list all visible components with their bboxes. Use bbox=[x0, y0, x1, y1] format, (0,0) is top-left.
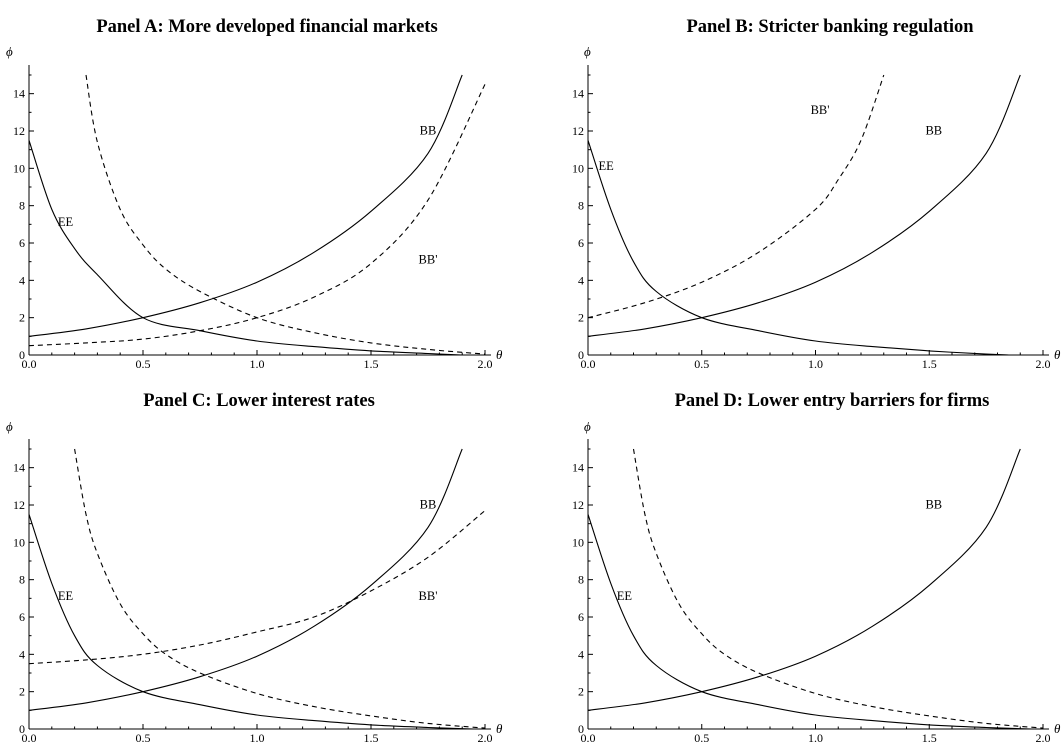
panel-d-bb-curve bbox=[587, 448, 1021, 711]
panel-d-x-tick-label: 0.0 bbox=[581, 731, 596, 745]
panel-b-y-tick-label: 4 bbox=[578, 273, 584, 287]
panel-d-y-tick-label: 4 bbox=[578, 647, 584, 661]
panel-c-ylabel: ϕ bbox=[6, 419, 13, 434]
panel-a-x-tick-label: 1.0 bbox=[250, 357, 265, 371]
panel-a-x-tick-label: 0.0 bbox=[22, 357, 37, 371]
panel-a-curve-label: BB' bbox=[419, 253, 438, 267]
panel-c-plot: 0.0 0.5 1.0 1.5 2.0 0 2 4 6 8 10 12 14 θ EE BB BB' bbox=[13, 439, 503, 745]
panel-b-x-tick-label: 2.0 bbox=[1036, 357, 1051, 371]
panel-b: Panel B: Stricter banking regulation ϕ 0… bbox=[572, 17, 1061, 371]
panel-b-y-tick-label: 2 bbox=[578, 311, 584, 325]
panel-b-curve-label: EE bbox=[599, 159, 615, 173]
panel-c-x-tick-label: 0.0 bbox=[22, 731, 37, 745]
panel-d-plot: 0.0 0.5 1.0 1.5 2.0 0 2 4 6 8 10 12 14 θ EE BB bbox=[572, 439, 1061, 745]
panel-d-title: Panel D: Lower entry barriers for firms bbox=[675, 391, 990, 411]
panel-c-shifted-ee-curve bbox=[74, 448, 486, 729]
panel-b-title: Panel B: Stricter banking regulation bbox=[686, 17, 974, 37]
panel-d-ee-curve bbox=[587, 514, 1032, 730]
panel-b-y-tick-label: 0 bbox=[578, 348, 584, 362]
panel-d-x-tick-label: 1.0 bbox=[808, 731, 823, 745]
panel-a-bb-prime-curve bbox=[28, 84, 486, 347]
panel-b-curve-label: BB bbox=[925, 124, 942, 138]
panel-c-x-tick-label: 1.0 bbox=[250, 731, 265, 745]
panel-a-shifted-ee-curve bbox=[85, 74, 486, 355]
panel-a-y-tick-label: 12 bbox=[13, 124, 25, 138]
panel-d-shifted-ee-curve bbox=[632, 448, 1044, 729]
panel-c-x-tick-label: 2.0 bbox=[478, 731, 493, 745]
panel-b-ee-curve bbox=[587, 140, 1009, 356]
panel-a-x-tick-label: 2.0 bbox=[478, 357, 493, 371]
panel-b-y-tick-label: 10 bbox=[572, 161, 584, 175]
panel-d: Panel D: Lower entry barriers for firms … bbox=[572, 391, 1061, 745]
panel-b-plot: 0.0 0.5 1.0 1.5 2.0 0 2 4 6 8 10 12 14 θ EE BB' BB bbox=[572, 65, 1061, 371]
panel-d-x-tick-label: 0.5 bbox=[694, 731, 709, 745]
panel-c-y-tick-label: 6 bbox=[19, 610, 25, 624]
panel-d-y-tick-label: 6 bbox=[578, 610, 584, 624]
panel-b-y-tick-label: 6 bbox=[578, 236, 584, 250]
panel-d-y-tick-label: 10 bbox=[572, 535, 584, 549]
panel-a-x-tick-label: 0.5 bbox=[136, 357, 151, 371]
panel-b-y-tick-label: 14 bbox=[572, 87, 584, 101]
panel-d-x-tick-label: 1.5 bbox=[922, 731, 937, 745]
panel-d-y-tick-label: 2 bbox=[578, 685, 584, 699]
panel-a-y-tick-label: 4 bbox=[19, 273, 25, 287]
panel-d-y-tick-label: 14 bbox=[572, 461, 584, 475]
panel-c-curve-label: BB bbox=[420, 498, 437, 512]
panel-d-curve-label: EE bbox=[617, 589, 633, 603]
panel-b-x-tick-label: 0.0 bbox=[581, 357, 596, 371]
panel-c-ee-curve bbox=[28, 514, 474, 730]
panel-a-ylabel: ϕ bbox=[6, 44, 13, 59]
panel-c-y-tick-label: 14 bbox=[13, 461, 25, 475]
panel-d-y-tick-label: 8 bbox=[578, 573, 584, 587]
panel-d-curve-label: BB bbox=[925, 498, 942, 512]
panel-a-plot: 0.0 0.5 1.0 1.5 2.0 0 2 4 6 8 10 12 14 θ EE BB BB' bbox=[13, 65, 503, 371]
panel-a-xlabel: θ bbox=[496, 347, 503, 362]
panel-b-x-tick-label: 1.5 bbox=[922, 357, 937, 371]
panel-b-curve-label: BB' bbox=[811, 103, 830, 117]
panel-c-curve-label: BB' bbox=[419, 589, 438, 603]
panel-a-x-tick-label: 1.5 bbox=[364, 357, 379, 371]
panel-b-bb-curve bbox=[587, 74, 1021, 337]
panel-b-ylabel: ϕ bbox=[584, 44, 591, 59]
panel-d-xlabel: θ bbox=[1054, 721, 1061, 736]
panel-a-ee-curve bbox=[28, 140, 463, 356]
panel-c-x-tick-label: 1.5 bbox=[364, 731, 379, 745]
panel-a-bb-curve bbox=[28, 74, 463, 337]
panel-d-y-tick-label: 12 bbox=[572, 498, 584, 512]
panel-d-x-tick-label: 2.0 bbox=[1036, 731, 1051, 745]
panel-a-y-tick-label: 10 bbox=[13, 161, 25, 175]
panel-a-y-tick-label: 6 bbox=[19, 236, 25, 250]
panel-c-title: Panel C: Lower interest rates bbox=[143, 391, 375, 411]
panel-c-y-tick-label: 0 bbox=[19, 722, 25, 736]
panel-c-bb-prime-curve bbox=[28, 510, 486, 665]
panel-b-xlabel: θ bbox=[1054, 347, 1061, 362]
panel-c-y-tick-label: 4 bbox=[19, 647, 25, 661]
panel-c-x-tick-label: 0.5 bbox=[136, 731, 151, 745]
panel-c-bb-curve bbox=[28, 448, 463, 711]
panel-c-y-tick-label: 8 bbox=[19, 573, 25, 587]
panel-a-title: Panel A: More developed financial market… bbox=[96, 17, 437, 37]
panel-b-x-tick-label: 1.0 bbox=[808, 357, 823, 371]
panel-c-curve-label: EE bbox=[58, 589, 74, 603]
panel-d-y-tick-label: 0 bbox=[578, 722, 584, 736]
panel-c: Panel C: Lower interest rates ϕ 0.0 0.5 1.… bbox=[6, 391, 503, 745]
panel-b-x-tick-label: 0.5 bbox=[694, 357, 709, 371]
panel-a: Panel A: More developed financial market… bbox=[6, 17, 503, 371]
panel-b-bb-prime-curve bbox=[587, 74, 885, 319]
panel-d-ylabel: ϕ bbox=[584, 419, 591, 434]
panel-c-xlabel: θ bbox=[496, 721, 503, 736]
panel-a-y-tick-label: 0 bbox=[19, 348, 25, 362]
panel-a-y-tick-label: 14 bbox=[13, 87, 25, 101]
panel-a-curve-label: BB bbox=[420, 124, 437, 138]
panel-c-y-tick-label: 2 bbox=[19, 685, 25, 699]
panel-b-y-tick-label: 12 bbox=[572, 124, 584, 138]
panel-a-curve-label: EE bbox=[58, 215, 74, 229]
panel-a-y-tick-label: 2 bbox=[19, 311, 25, 325]
panel-a-y-tick-label: 8 bbox=[19, 199, 25, 213]
panel-c-y-tick-label: 12 bbox=[13, 498, 25, 512]
panel-c-y-tick-label: 10 bbox=[13, 535, 25, 549]
panel-b-y-tick-label: 8 bbox=[578, 199, 584, 213]
